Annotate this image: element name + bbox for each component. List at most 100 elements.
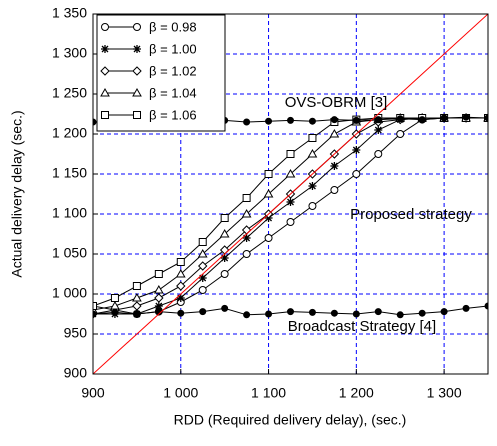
marker xyxy=(352,146,361,154)
x-axis-title: RDD (Required delivery delay), (sec.) xyxy=(174,412,407,428)
legend-marker xyxy=(133,45,141,53)
marker xyxy=(243,311,251,319)
marker xyxy=(93,118,97,126)
marker xyxy=(177,309,185,317)
marker xyxy=(308,134,317,142)
marker xyxy=(220,214,229,222)
marker xyxy=(93,310,97,318)
marker xyxy=(418,116,426,124)
marker xyxy=(440,308,448,316)
marker xyxy=(242,234,251,242)
series-line xyxy=(93,14,488,374)
y-tick-label: 1 050 xyxy=(52,245,87,261)
marker xyxy=(221,304,229,312)
marker xyxy=(484,302,488,310)
marker xyxy=(198,274,207,282)
annotation: Proposed strategy xyxy=(350,206,472,223)
marker xyxy=(329,128,340,138)
marker xyxy=(286,150,295,158)
marker xyxy=(396,115,404,123)
y-tick-label: 1 200 xyxy=(52,125,87,141)
marker xyxy=(287,308,294,316)
annotation: Broadcast Strategy [4] xyxy=(288,318,436,335)
marker xyxy=(110,294,119,302)
y-axis-title: Actual delivery delay (sec.) xyxy=(9,110,25,277)
marker xyxy=(330,309,338,317)
marker xyxy=(265,310,273,318)
marker xyxy=(330,116,338,124)
marker xyxy=(132,282,141,290)
marker xyxy=(132,292,142,302)
legend-marker xyxy=(133,111,141,119)
legend-marker xyxy=(101,23,109,31)
marker xyxy=(93,302,97,310)
x-tick-label: 900 xyxy=(81,385,105,401)
legend-marker xyxy=(101,111,109,119)
marker xyxy=(374,126,383,134)
marker xyxy=(264,234,273,242)
legend-label: β = 1.06 xyxy=(149,107,197,122)
marker xyxy=(198,238,207,246)
marker xyxy=(197,248,208,258)
y-tick-label: 1 300 xyxy=(52,45,87,61)
y-tick-label: 1 150 xyxy=(52,165,87,181)
marker xyxy=(462,113,470,121)
legend-box xyxy=(96,14,226,132)
marker xyxy=(462,304,470,312)
x-tick-label: 1 100 xyxy=(251,385,286,401)
marker xyxy=(154,302,163,310)
legend-marker xyxy=(133,23,141,31)
marker xyxy=(242,250,251,258)
marker xyxy=(176,294,185,302)
marker xyxy=(176,281,186,291)
legend-label: β = 0.98 xyxy=(149,19,197,34)
marker xyxy=(374,150,383,158)
marker xyxy=(219,228,230,238)
marker xyxy=(308,182,317,190)
marker xyxy=(484,114,488,122)
marker xyxy=(263,188,274,198)
marker xyxy=(330,162,339,170)
marker xyxy=(111,308,119,316)
plot-frame xyxy=(92,13,489,375)
marker xyxy=(418,309,426,317)
marker xyxy=(175,268,186,278)
legend-marker xyxy=(100,66,110,76)
marker xyxy=(440,114,448,122)
x-tick-label: 1 300 xyxy=(427,385,462,401)
marker xyxy=(199,308,207,316)
marker xyxy=(308,117,316,125)
marker xyxy=(396,130,405,138)
y-tick-label: 950 xyxy=(64,325,88,341)
marker xyxy=(307,148,318,158)
marker xyxy=(352,116,360,124)
y-tick-label: 1 100 xyxy=(52,205,87,221)
marker xyxy=(308,308,316,316)
marker xyxy=(241,208,252,218)
marker xyxy=(198,261,208,271)
marker xyxy=(308,202,317,210)
marker xyxy=(243,118,251,126)
marker xyxy=(265,117,273,125)
legend-label: β = 1.00 xyxy=(149,41,197,56)
marker xyxy=(285,168,296,178)
y-tick-label: 900 xyxy=(64,365,88,381)
x-tick-label: 1 200 xyxy=(339,385,374,401)
marker xyxy=(352,170,361,178)
marker xyxy=(352,310,360,318)
marker xyxy=(220,254,229,262)
marker xyxy=(286,218,295,226)
marker xyxy=(396,311,404,319)
marker xyxy=(374,308,382,316)
marker xyxy=(374,116,382,124)
marker xyxy=(220,270,229,278)
y-tick-label: 1 250 xyxy=(52,85,87,101)
marker xyxy=(286,198,295,206)
annotation: OVS-OBRM [3] xyxy=(285,94,388,111)
legend-marker xyxy=(101,45,109,53)
marker xyxy=(133,310,141,318)
marker xyxy=(198,286,207,294)
legend-label: β = 1.02 xyxy=(149,63,197,78)
marker xyxy=(242,194,251,202)
